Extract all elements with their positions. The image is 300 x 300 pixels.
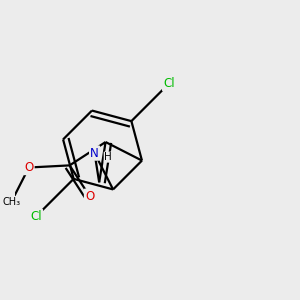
Text: O: O — [24, 161, 34, 174]
Text: O: O — [85, 190, 94, 203]
Text: Cl: Cl — [163, 77, 175, 90]
Text: CH₃: CH₃ — [2, 197, 20, 207]
Text: N: N — [90, 147, 99, 160]
Text: Cl: Cl — [30, 210, 42, 223]
Text: H: H — [104, 152, 112, 162]
